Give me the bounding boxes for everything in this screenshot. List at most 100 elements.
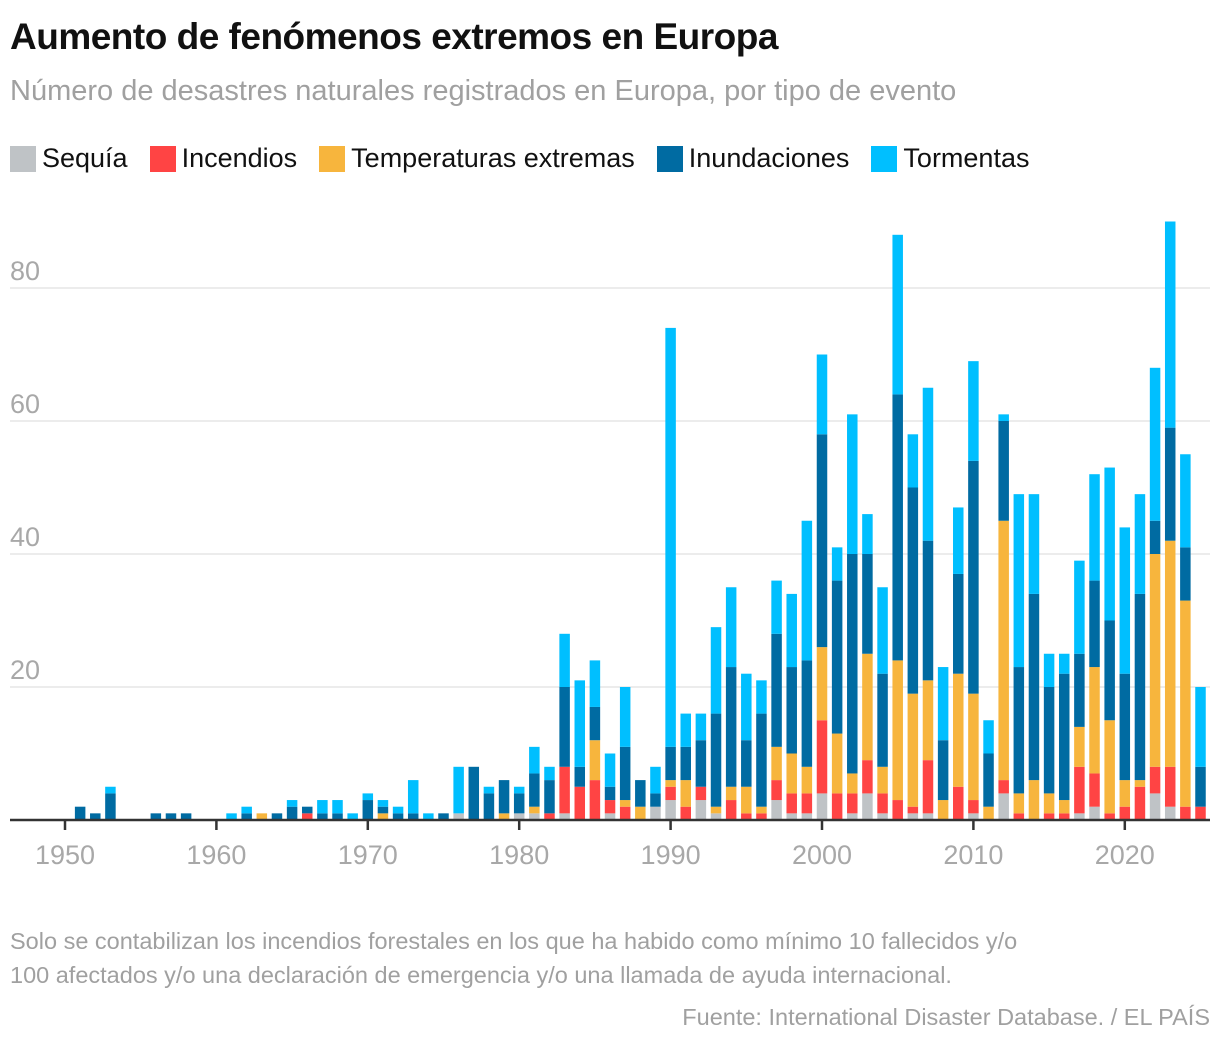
bar-segment-inundaciones bbox=[619, 746, 631, 801]
bar-segment-temperaturas-extremas bbox=[862, 653, 873, 761]
bar-segment-inundaciones bbox=[1058, 673, 1070, 801]
bar-segment-incendios bbox=[741, 813, 752, 820]
bar-segment-temperaturas-extremas bbox=[756, 806, 767, 814]
bar-segment-tormentas bbox=[1058, 653, 1070, 674]
bar-segment-temperaturas-extremas bbox=[1043, 793, 1055, 814]
bar-segment-tormentas bbox=[1195, 687, 1206, 767]
bar-segment-tormentas bbox=[650, 766, 661, 794]
bar-segment-incendios bbox=[1149, 766, 1161, 794]
bar-segment-sequía bbox=[907, 813, 919, 820]
bar-segment-tormentas bbox=[362, 793, 374, 801]
bar-segment-inundaciones bbox=[1043, 687, 1055, 794]
bar-segment-temperaturas-extremas bbox=[771, 746, 782, 781]
bar-segment-inundaciones bbox=[1028, 593, 1040, 781]
legend-label: Sequía bbox=[42, 143, 128, 173]
bar-segment-temperaturas-extremas bbox=[801, 766, 813, 794]
bar-segment-tormentas bbox=[1028, 494, 1040, 594]
bar-segment-inundaciones bbox=[1195, 766, 1206, 807]
bar-segment-inundaciones bbox=[650, 793, 661, 807]
bar-segment-inundaciones bbox=[937, 740, 949, 801]
bar-segment-sequía bbox=[1089, 806, 1100, 820]
bar-segment-incendios bbox=[1119, 806, 1131, 820]
x-tick-label: 1950 bbox=[35, 840, 95, 870]
bar-segment-temperaturas-extremas bbox=[498, 813, 510, 820]
bar-segment-tormentas bbox=[589, 660, 601, 707]
bar-segment-temperaturas-extremas bbox=[816, 647, 828, 721]
bar-segment-inundaciones bbox=[1089, 580, 1100, 668]
bar-segment-incendios bbox=[1074, 766, 1085, 814]
bar-segment-incendios bbox=[831, 793, 843, 820]
bar-segment-inundaciones bbox=[695, 740, 707, 787]
bar-segment-inundaciones bbox=[710, 713, 722, 807]
bar-segment-inundaciones bbox=[392, 813, 404, 820]
y-tick-label: 80 bbox=[10, 256, 40, 286]
bar-segment-temperaturas-extremas bbox=[937, 800, 949, 820]
note-line: Solo se contabilizan los incendios fores… bbox=[10, 928, 1018, 954]
bar-segment-tormentas bbox=[665, 327, 676, 747]
x-tick-label: 2010 bbox=[943, 840, 1003, 870]
bar-segment-incendios bbox=[725, 800, 737, 820]
stacked-bar-chart: 20 40 60 80 1950 1960 1970 1980 1990 2000 2010 2020 bbox=[10, 221, 1210, 870]
bar-segment-sequía bbox=[695, 800, 707, 820]
x-tick-label: 2020 bbox=[1095, 840, 1155, 870]
legend-label: Tormentas bbox=[903, 143, 1030, 173]
bar-segment-inundaciones bbox=[498, 780, 510, 814]
bar-segment-inundaciones bbox=[756, 713, 767, 807]
bar-segment-temperaturas-extremas bbox=[256, 813, 268, 820]
bar-segment-sequía bbox=[1149, 793, 1161, 820]
bar-segment-inundaciones bbox=[377, 806, 389, 814]
bar-segment-tormentas bbox=[892, 234, 903, 395]
bar-segment-temperaturas-extremas bbox=[1013, 793, 1025, 814]
bar-segment-tormentas bbox=[907, 434, 919, 488]
bar-segment-tormentas bbox=[226, 813, 237, 820]
bar-segment-tormentas bbox=[953, 507, 964, 574]
bar-segment-temperaturas-extremas bbox=[831, 733, 843, 794]
bar-segment-temperaturas-extremas bbox=[1089, 667, 1100, 774]
bar-segment-inundaciones bbox=[544, 780, 555, 814]
bar-segment-sequía bbox=[968, 813, 979, 820]
bar-segment-tormentas bbox=[998, 414, 1009, 421]
bar-segment-inundaciones bbox=[165, 813, 177, 820]
bar-segment-sequía bbox=[816, 793, 828, 820]
bar-segment-sequía bbox=[786, 813, 797, 820]
bar-segment-incendios bbox=[968, 800, 979, 814]
bar-segment-temperaturas-extremas bbox=[741, 786, 752, 814]
bar-segment-tormentas bbox=[877, 587, 888, 674]
bar-segment-temperaturas-extremas bbox=[968, 693, 979, 801]
bar-segment-temperaturas-extremas bbox=[1149, 554, 1161, 767]
bar-segment-inundaciones bbox=[468, 766, 480, 820]
bar-segment-sequía bbox=[559, 813, 570, 820]
bar-segment-temperaturas-extremas bbox=[1104, 720, 1115, 814]
bar-segment-incendios bbox=[680, 806, 691, 820]
bar-segment-incendios bbox=[892, 800, 903, 820]
legend-item-incendios: Incendios bbox=[149, 143, 297, 174]
legend-swatch bbox=[871, 145, 898, 172]
bar-segment-inundaciones bbox=[74, 806, 86, 820]
bar-segment-temperaturas-extremas bbox=[892, 660, 903, 801]
bar-segment-sequía bbox=[453, 813, 464, 820]
bar-segment-inundaciones bbox=[816, 434, 828, 648]
bar-segment-incendios bbox=[544, 813, 555, 820]
bar-segment-incendios bbox=[816, 720, 828, 794]
bar-segment-inundaciones bbox=[680, 746, 691, 781]
bar-segment-tormentas bbox=[922, 387, 934, 541]
bar-segment-sequía bbox=[847, 813, 858, 820]
bar-segment-tormentas bbox=[801, 520, 813, 661]
bar-segment-tormentas bbox=[407, 780, 419, 814]
bar-segment-tormentas bbox=[559, 633, 570, 687]
bar-segment-tormentas bbox=[1119, 527, 1131, 674]
bar-segment-temperaturas-extremas bbox=[877, 766, 888, 794]
bar-segment-inundaciones bbox=[998, 421, 1009, 521]
bar-segment-sequía bbox=[650, 806, 661, 820]
bar-segment-incendios bbox=[665, 786, 676, 801]
x-tick-label: 1990 bbox=[641, 840, 701, 870]
bar-segment-sequía bbox=[801, 813, 813, 820]
note-line: 100 afectados y/o una declaración de eme… bbox=[10, 962, 952, 988]
bar-segment-tormentas bbox=[831, 547, 843, 581]
bar-segment-temperaturas-extremas bbox=[1134, 780, 1146, 787]
bar-segment-inundaciones bbox=[483, 793, 495, 820]
bar-segment-inundaciones bbox=[286, 806, 298, 820]
bar-segment-inundaciones bbox=[953, 573, 964, 674]
bar-segment-incendios bbox=[574, 786, 586, 820]
bar-segment-tormentas bbox=[513, 786, 525, 794]
